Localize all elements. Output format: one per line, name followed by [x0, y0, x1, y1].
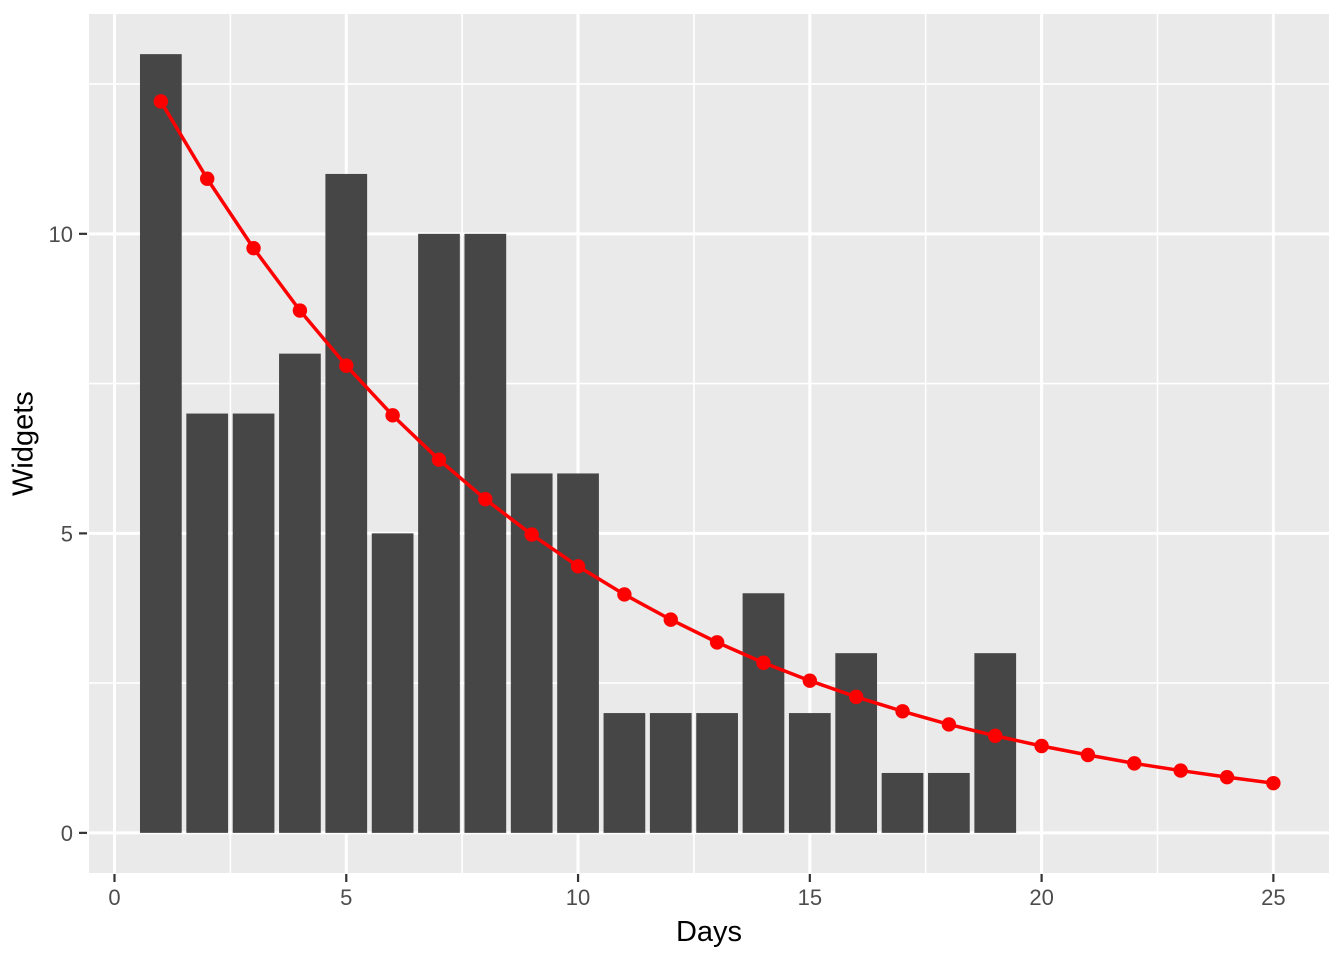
x-tick-label: 5: [340, 885, 352, 910]
trend-point: [200, 171, 215, 186]
histogram-bar: [557, 473, 599, 833]
trend-point: [663, 612, 678, 627]
trend-point: [153, 94, 169, 109]
trend-point: [617, 587, 632, 602]
trend-point: [802, 673, 818, 688]
trend-point: [339, 358, 354, 373]
trend-point: [895, 704, 910, 719]
trend-point: [431, 452, 447, 467]
histogram-bar: [371, 533, 414, 833]
trend-point: [524, 527, 539, 542]
x-tick-label: 20: [1029, 885, 1053, 910]
histogram-bar: [464, 233, 507, 833]
x-tick-label: 15: [798, 885, 822, 910]
x-axis-title: Days: [675, 916, 743, 948]
trend-point: [848, 689, 864, 705]
trend-point: [1080, 747, 1096, 763]
trend-point: [292, 303, 308, 318]
trend-point: [1127, 756, 1142, 771]
trend-point: [988, 728, 1003, 744]
trend-point: [246, 241, 261, 256]
histogram-bar: [279, 353, 321, 833]
histogram-bar: [788, 713, 831, 833]
histogram-bar: [325, 173, 368, 833]
histogram-bar: [186, 413, 229, 833]
trend-point: [1034, 738, 1049, 754]
histogram-bar: [418, 233, 460, 833]
trend-point: [709, 635, 725, 650]
trend-point: [756, 655, 771, 670]
histogram-bar: [139, 54, 182, 833]
histogram-bar: [928, 772, 970, 833]
histogram-bar: [232, 413, 275, 833]
histogram-bar: [603, 713, 646, 833]
y-tick-label: 10: [49, 222, 73, 247]
trend-point: [1266, 775, 1281, 791]
y-tick-label: 0: [61, 821, 73, 846]
x-tick-label: 10: [566, 885, 590, 910]
trend-point: [385, 408, 400, 423]
histogram-bar: [696, 713, 738, 833]
x-tick-label: 0: [108, 885, 120, 910]
trend-point: [1173, 763, 1188, 778]
histogram-bar: [649, 713, 692, 833]
trend-point: [478, 492, 493, 507]
histogram-bar: [742, 593, 785, 833]
trend-point: [570, 559, 586, 574]
y-tick-label: 5: [61, 521, 73, 546]
y-axis-title: Widgets: [7, 391, 40, 496]
trend-point: [1219, 769, 1235, 785]
x-tick-label: 25: [1261, 885, 1285, 910]
histogram-bar: [835, 653, 878, 833]
trend-point: [941, 717, 957, 732]
histogram-bar: [881, 772, 924, 833]
